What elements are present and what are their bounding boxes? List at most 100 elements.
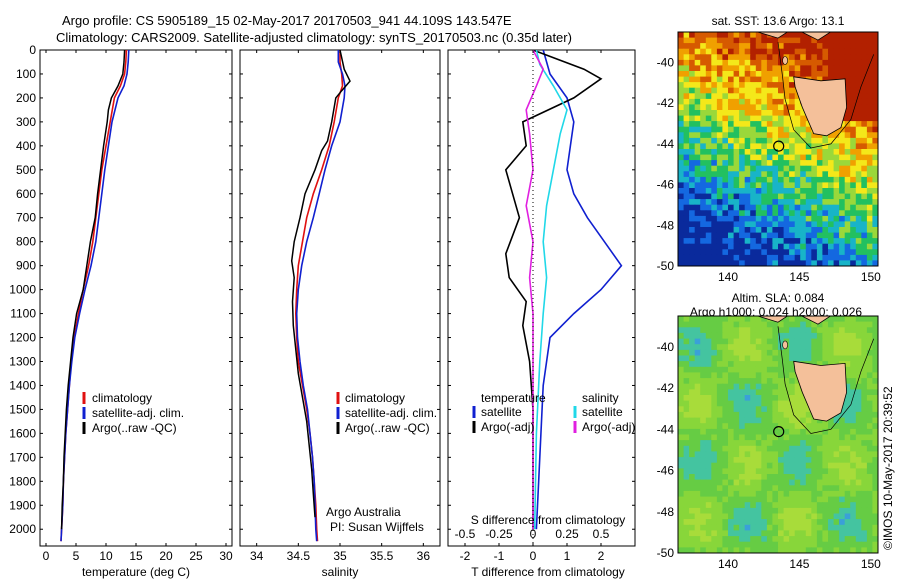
map-cell — [716, 238, 724, 245]
map-cell — [850, 485, 857, 492]
map-cell — [778, 530, 785, 537]
map-cell — [694, 496, 701, 503]
map-cell — [716, 54, 724, 61]
map-cell — [689, 171, 696, 178]
map-cell — [839, 182, 846, 189]
map-cell — [811, 243, 818, 250]
map-cell — [755, 165, 762, 172]
map-cell — [778, 93, 785, 100]
map-cell — [866, 43, 874, 50]
map-cell — [694, 37, 701, 44]
map-cell — [822, 71, 829, 78]
map-cell — [744, 98, 751, 106]
map-cell — [789, 378, 796, 385]
map-cell — [705, 176, 712, 184]
legend-label-climatology: climatology — [345, 391, 405, 405]
map-cell — [783, 243, 790, 250]
map-cell — [761, 32, 768, 39]
map-cell — [783, 43, 790, 50]
map-cell — [733, 165, 740, 172]
map-cell — [711, 193, 718, 200]
map-cell — [694, 423, 701, 430]
map-cell — [689, 372, 696, 379]
map-cell — [783, 98, 790, 106]
map-cell — [711, 462, 718, 469]
map-cell — [844, 411, 851, 419]
map-cell — [750, 389, 757, 396]
salinity-xtick-label: 34.5 — [287, 549, 311, 563]
map-cell — [778, 355, 785, 362]
map-cell — [678, 372, 685, 379]
map-cell — [739, 519, 746, 526]
map-cell — [833, 530, 840, 537]
map-cell — [828, 361, 835, 368]
map-cell — [728, 260, 735, 266]
map-cell — [772, 327, 779, 334]
map-cell — [772, 121, 779, 128]
map-cell — [772, 132, 779, 139]
map-cell — [694, 137, 701, 145]
map-cell — [833, 54, 840, 61]
map-cell — [678, 165, 685, 172]
map-cell — [755, 243, 762, 250]
temperature-xtick-label: 25 — [189, 549, 203, 563]
map-cell — [822, 143, 829, 150]
king-island — [782, 56, 788, 65]
map-cell — [689, 327, 696, 334]
map-cell — [789, 462, 796, 469]
map-cell — [861, 428, 868, 436]
map-cell — [844, 176, 851, 184]
map-cell — [683, 193, 690, 200]
map-cell — [772, 37, 779, 44]
map-cell — [755, 417, 762, 424]
map-cell — [833, 321, 840, 328]
map-cell — [705, 541, 712, 548]
map-cell — [689, 182, 696, 189]
map-cell — [755, 193, 762, 200]
map-cell — [694, 76, 701, 83]
map-cell — [772, 137, 779, 145]
map-cell — [711, 238, 718, 245]
map-cell — [778, 182, 785, 189]
map-cell — [683, 54, 690, 61]
map-cell — [694, 199, 701, 206]
map-cell — [739, 316, 746, 323]
map-cell — [811, 215, 818, 223]
map-cell — [750, 48, 757, 55]
map-cell — [866, 54, 874, 61]
map-cell — [794, 215, 801, 223]
map-cell — [683, 160, 690, 167]
map-cell — [805, 121, 812, 128]
map-cell — [772, 110, 779, 117]
map-cell — [678, 104, 685, 111]
map-cell — [778, 378, 785, 385]
map-cell — [850, 215, 857, 223]
map-cell — [683, 344, 690, 351]
map-cell — [716, 121, 724, 128]
map-cell — [872, 428, 878, 436]
map-cell — [844, 355, 851, 362]
map-cell — [766, 171, 774, 178]
map-cell — [678, 121, 685, 128]
map-cell — [750, 502, 757, 509]
map-cell — [728, 468, 735, 475]
map-cell — [783, 176, 790, 184]
map-cell — [755, 37, 762, 44]
map-cell — [766, 137, 774, 145]
map-cell — [772, 193, 779, 200]
map-cell — [805, 355, 812, 362]
map-cell — [722, 227, 729, 234]
map-cell — [761, 93, 768, 100]
map-cell — [861, 338, 868, 345]
map-cell — [783, 479, 790, 486]
map-cell — [766, 188, 774, 195]
map-cell — [872, 479, 878, 486]
map-cell — [678, 199, 685, 206]
map-cell — [711, 417, 718, 424]
map-cell — [800, 496, 807, 503]
map-cell — [728, 32, 735, 39]
map-cell — [744, 327, 751, 334]
map-cell — [711, 355, 718, 362]
map-cell — [694, 154, 701, 161]
map-cell — [744, 417, 751, 424]
